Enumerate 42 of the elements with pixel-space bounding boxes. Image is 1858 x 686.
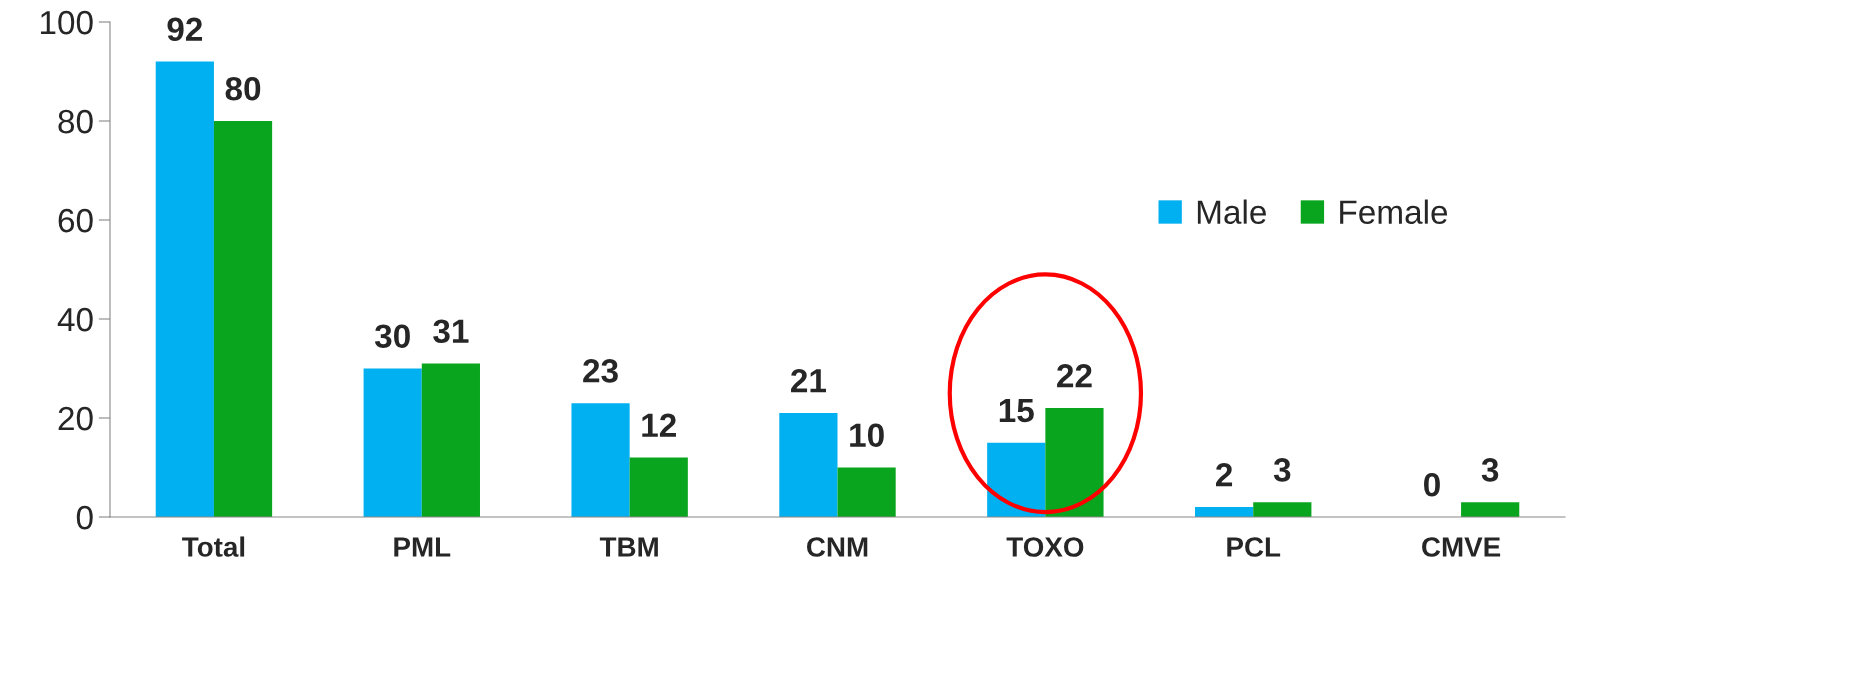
- x-tick-label: CNM: [807, 537, 868, 557]
- x-tick-label: CMVE: [1422, 537, 1501, 557]
- bar: [1195, 507, 1254, 517]
- bar: [155, 61, 214, 517]
- bar: [213, 121, 273, 517]
- y-tick-label: 80: [58, 109, 93, 134]
- bar: [571, 403, 630, 517]
- bar: [629, 457, 688, 517]
- legend-label: Male: [1197, 199, 1266, 224]
- data-label: 92: [167, 17, 203, 42]
- bar: [1253, 502, 1312, 517]
- data-label: 0: [1424, 472, 1440, 497]
- y-tick-label: 100: [40, 10, 93, 35]
- legend-label: Female: [1340, 199, 1448, 224]
- x-tick-label: Total: [182, 536, 245, 557]
- data-label: 15: [999, 399, 1034, 423]
- data-label: 2: [1216, 463, 1233, 487]
- bar: [1045, 408, 1104, 517]
- y-tick-label: 0: [76, 505, 93, 530]
- bar: [837, 467, 896, 517]
- x-tick-label: PML: [394, 537, 451, 557]
- data-label: 31: [433, 319, 469, 344]
- data-label: 23: [583, 359, 618, 383]
- data-label: 3: [1273, 458, 1291, 482]
- data-label: 80: [225, 76, 261, 101]
- bar: [779, 413, 838, 517]
- y-tick-label: 60: [58, 208, 93, 233]
- data-label: 12: [642, 413, 676, 437]
- data-label: 22: [1057, 364, 1092, 388]
- bar: [363, 368, 422, 517]
- data-label: 30: [374, 324, 410, 349]
- bar: [987, 442, 1046, 517]
- y-tick-label: 40: [57, 307, 93, 332]
- bar: [1461, 502, 1520, 517]
- y-tick-label: 20: [58, 406, 93, 431]
- data-label: 3: [1481, 458, 1499, 482]
- bar: [421, 363, 480, 517]
- data-label: 10: [850, 423, 884, 448]
- x-tick-label: PCL: [1227, 537, 1281, 557]
- x-tick-label: TOXO: [1006, 537, 1084, 557]
- x-tick-label: TBM: [599, 537, 658, 557]
- data-label: 21: [791, 368, 827, 393]
